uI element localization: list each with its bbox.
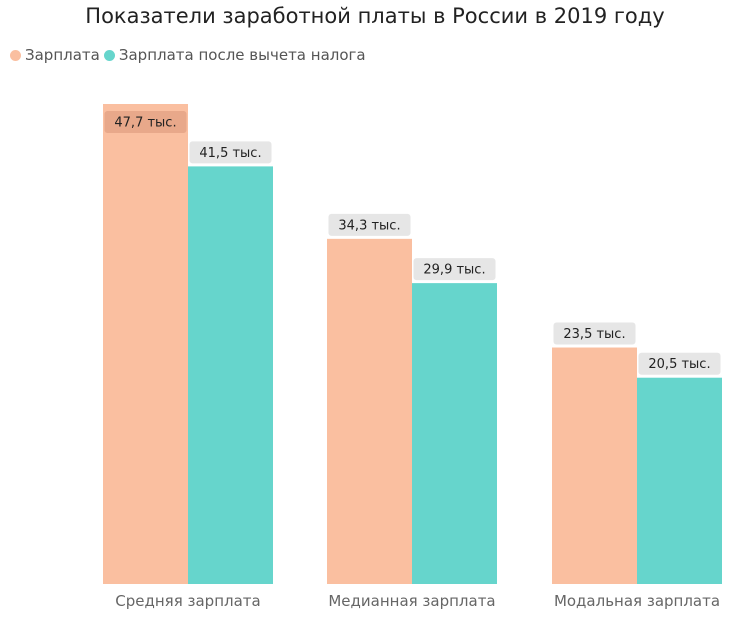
legend-item-salary[interactable]: Зарплата [10,46,100,64]
bar-salary-after-tax-average[interactable] [188,166,273,584]
data-label-bg-salary-modal [553,322,636,345]
bar-salary-after-tax-modal[interactable] [637,377,722,584]
category-label-median: Медианная зарплата [328,592,495,610]
chart-title: Показатели заработной платы в России в 2… [85,4,665,28]
legend-label-salary: Зарплата [25,46,100,64]
data-label-bg-salary-after-tax-modal [638,352,721,375]
data-label-salary-average: 47,7 тыс. [114,116,176,131]
data-label-bg-salary-after-tax-average [189,141,272,164]
bar-salary-after-tax-median[interactable] [412,283,497,584]
data-label-salary-after-tax-modal: 20,5 тыс. [648,357,710,372]
legend-dot-salary-icon [10,49,21,61]
data-label-salary-modal: 23,5 тыс. [563,327,625,342]
bar-salary-modal[interactable] [552,347,637,584]
bar-salary-average[interactable] [103,104,188,584]
chart-legend: Зарплата Зарплата после вычета налога [10,45,370,65]
data-label-salary-median: 34,3 тыс. [338,218,400,233]
data-label-bg-salary-after-tax-median [413,258,496,281]
data-label-salary-after-tax-average: 41,5 тыс. [199,146,261,161]
legend-label-salary-after-tax: Зарплата после вычета налога [118,46,366,64]
bar-salary-median[interactable] [327,238,412,584]
data-label-salary-after-tax-median: 29,9 тыс. [423,263,485,278]
legend-item-salary-after-tax[interactable]: Зарплата после вычета налога [103,46,366,64]
data-label-bg-salary-average [104,111,187,133]
data-label-bg-salary-median [328,213,411,236]
legend-dot-salary-after-tax-icon [103,49,115,61]
category-label-modal: Модальная зарплата [554,592,720,610]
category-label-average: Средняя зарплата [115,592,260,610]
